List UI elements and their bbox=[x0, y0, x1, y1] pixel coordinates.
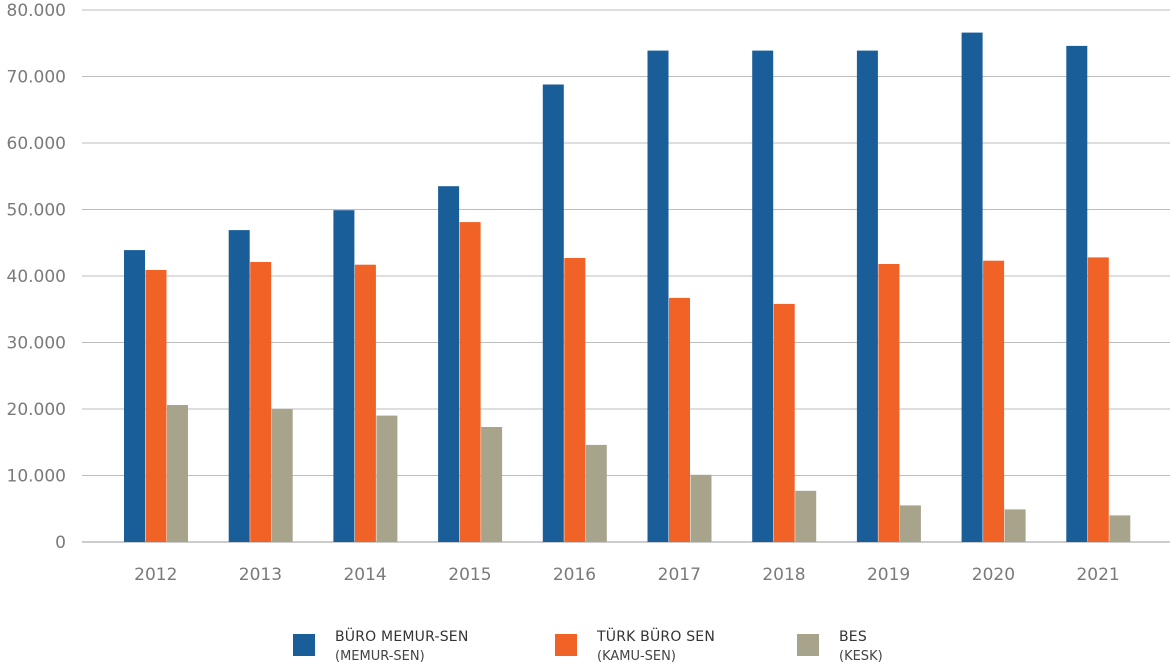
y-tick-label: 50.000 bbox=[7, 201, 66, 221]
bar-bes bbox=[585, 444, 607, 542]
bar-buro-memur-sen bbox=[647, 50, 669, 542]
bar-bes bbox=[376, 415, 398, 542]
bar-buro-memur-sen bbox=[752, 50, 774, 542]
legend: BÜRO MEMUR-SEN (MEMUR-SEN) TÜRK BÜRO SEN… bbox=[0, 628, 1170, 668]
bar-bes bbox=[690, 474, 712, 542]
bar-turk-buro-sen bbox=[459, 222, 481, 542]
y-tick-label: 30.000 bbox=[7, 334, 66, 354]
bar-buro-memur-sen bbox=[1066, 45, 1088, 543]
bar-bes bbox=[795, 490, 817, 542]
x-tick-label: 2017 bbox=[658, 565, 701, 585]
x-tick-label: 2018 bbox=[762, 565, 805, 585]
x-tick-label: 2013 bbox=[239, 565, 282, 585]
x-tick-label: 2021 bbox=[1076, 565, 1119, 585]
y-tick-label: 70.000 bbox=[7, 68, 66, 88]
x-tick-label: 2019 bbox=[867, 565, 910, 585]
bar-turk-buro-sen bbox=[878, 264, 900, 542]
bars bbox=[124, 32, 1131, 543]
legend-item-buro-memur-sen: BÜRO MEMUR-SEN (MEMUR-SEN) bbox=[293, 628, 469, 666]
bar-buro-memur-sen bbox=[438, 186, 460, 542]
bar-turk-buro-sen bbox=[250, 262, 272, 542]
bar-bes bbox=[1109, 515, 1131, 542]
bar-bes bbox=[167, 405, 188, 542]
y-tick-label: 80.000 bbox=[7, 1, 66, 21]
bar-turk-buro-sen bbox=[564, 258, 586, 542]
bar-turk-buro-sen bbox=[354, 264, 376, 542]
legend-sublabel: (KAMU-SEN) bbox=[597, 649, 676, 664]
bar-turk-buro-sen bbox=[1087, 257, 1109, 542]
bar-bes bbox=[271, 409, 293, 542]
x-tick-label: 2012 bbox=[134, 565, 177, 585]
y-tick-label: 60.000 bbox=[7, 134, 66, 154]
bar-turk-buro-sen bbox=[145, 270, 167, 542]
bar-buro-memur-sen bbox=[124, 250, 145, 542]
bar-turk-buro-sen bbox=[669, 297, 690, 542]
bar-buro-memur-sen bbox=[542, 84, 564, 542]
bar-bes bbox=[899, 505, 921, 542]
bar-buro-memur-sen bbox=[228, 230, 250, 542]
y-tick-label: 10.000 bbox=[7, 467, 66, 487]
legend-sublabel: (MEMUR-SEN) bbox=[335, 649, 425, 664]
bar-buro-memur-sen bbox=[333, 210, 355, 542]
legend-swatch bbox=[293, 634, 315, 656]
legend-swatch bbox=[797, 634, 819, 656]
legend-label: BES bbox=[839, 629, 867, 645]
bar-turk-buro-sen bbox=[773, 303, 795, 542]
x-axis-ticks: 2012 2013 2014 2015 2016 2017 2018 2019 2020 2021 bbox=[134, 565, 1120, 585]
y-tick-label: 40.000 bbox=[7, 267, 66, 287]
bar-turk-buro-sen bbox=[983, 260, 1005, 542]
y-axis-ticks: 0 10.000 20.000 30.000 40.000 50.000 60.000 70.… bbox=[7, 1, 66, 553]
y-tick-label: 20.000 bbox=[7, 400, 66, 420]
legend-sublabel: (KESK) bbox=[839, 649, 883, 664]
x-tick-label: 2020 bbox=[972, 565, 1015, 585]
x-tick-label: 2016 bbox=[553, 565, 596, 585]
bar-buro-memur-sen bbox=[961, 32, 983, 542]
bar-bes bbox=[1004, 509, 1026, 542]
legend-item-bes: BES (KESK) bbox=[797, 628, 883, 666]
x-tick-label: 2014 bbox=[343, 565, 386, 585]
bar-buro-memur-sen bbox=[856, 50, 878, 542]
legend-item-turk-buro-sen: TÜRK BÜRO SEN (KAMU-SEN) bbox=[555, 628, 715, 666]
bar-bes bbox=[481, 427, 503, 542]
legend-label: BÜRO MEMUR-SEN bbox=[335, 629, 469, 645]
legend-swatch bbox=[555, 634, 577, 656]
legend-label: TÜRK BÜRO SEN bbox=[597, 629, 716, 645]
x-tick-label: 2015 bbox=[448, 565, 491, 585]
y-tick-label: 0 bbox=[55, 533, 66, 553]
